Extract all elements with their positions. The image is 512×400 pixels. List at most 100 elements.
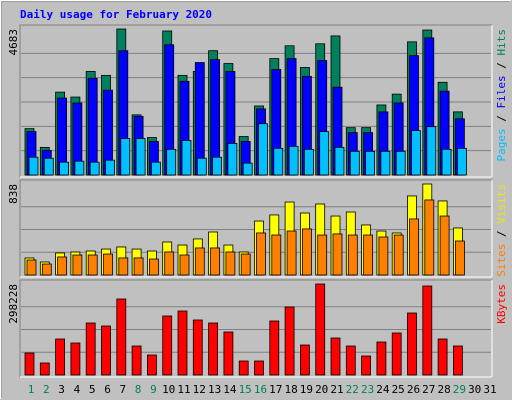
bar [437, 338, 448, 376]
legend: Sites / Visits [495, 184, 508, 277]
bar [131, 345, 142, 376]
bar [74, 160, 85, 176]
bar [288, 145, 299, 176]
legend-separator: / [495, 56, 508, 76]
x-tick-label: 19 [300, 383, 313, 396]
bar [363, 234, 374, 276]
bar [301, 228, 312, 276]
bar [286, 230, 297, 276]
bar [380, 150, 391, 176]
bar [59, 161, 69, 176]
bar [164, 251, 175, 276]
bar [120, 138, 131, 176]
bar [177, 310, 188, 376]
bar [179, 254, 190, 276]
bar [105, 159, 115, 176]
bar [407, 312, 417, 376]
bar [456, 147, 467, 176]
x-tick-label: 28 [437, 383, 450, 396]
bar [332, 233, 343, 276]
bar [454, 240, 465, 276]
x-tick-label: 26 [407, 383, 420, 396]
x-tick-label: 25 [392, 383, 405, 396]
x-tick-label: 12 [193, 383, 206, 396]
bar [452, 345, 463, 376]
bar [208, 322, 219, 376]
bar [319, 131, 330, 176]
x-tick-label: 14 [223, 383, 237, 396]
bar [196, 157, 207, 176]
bar [72, 254, 83, 276]
bar [330, 337, 341, 376]
bar [315, 283, 326, 376]
bar [240, 253, 251, 276]
x-tick-label: 23 [361, 383, 374, 396]
x-tick-label: 2 [43, 383, 50, 396]
legend-entry: Files [495, 75, 508, 108]
x-tick-label: 31 [483, 383, 496, 396]
bar [89, 161, 100, 176]
x-tick-label: 4 [74, 383, 81, 396]
x-tick-label: 20 [315, 383, 328, 396]
bar [426, 126, 437, 176]
bar [39, 362, 50, 376]
bar [258, 123, 268, 176]
x-tick-label: 16 [254, 383, 267, 396]
bar [225, 251, 236, 276]
x-tick-label: 30 [468, 383, 481, 396]
bar [162, 315, 173, 376]
bar [85, 322, 96, 376]
bar [271, 234, 282, 276]
bar [409, 218, 419, 276]
legend-separator: / [495, 224, 508, 244]
legend-entry: Hits [495, 29, 508, 56]
legend-entry: KBytes [495, 284, 508, 324]
y-tick-label: 838 [7, 184, 20, 204]
bar [303, 148, 314, 176]
legend-entry: Pages [495, 128, 508, 161]
x-tick-label: 18 [284, 383, 297, 396]
x-tick-label: 8 [135, 383, 142, 396]
bar [361, 355, 372, 376]
legend: KBytes [495, 284, 508, 324]
bar [242, 162, 253, 176]
bar [256, 232, 266, 276]
bar [57, 256, 67, 276]
bar [194, 247, 205, 276]
bar [441, 148, 452, 176]
bar [345, 345, 356, 376]
bar [227, 143, 238, 176]
bar [103, 253, 113, 276]
bar [422, 285, 433, 376]
bar [223, 331, 234, 376]
bar [393, 234, 404, 276]
chart-title: Daily usage for February 2020 [20, 8, 212, 21]
bar [334, 146, 345, 176]
x-tick-label: 27 [422, 383, 435, 396]
bar [269, 320, 280, 376]
x-tick-label: 10 [162, 383, 175, 396]
x-tick-label: 6 [104, 383, 111, 396]
bar [212, 156, 223, 176]
bar [378, 236, 389, 276]
bar [41, 263, 52, 276]
bar [87, 254, 98, 276]
x-tick-label: 22 [346, 383, 359, 396]
bar [347, 234, 358, 276]
bar [148, 258, 159, 276]
bar [26, 259, 37, 276]
bar [118, 257, 129, 276]
bar [395, 150, 406, 176]
bar [411, 130, 421, 176]
y-tick-label: 298228 [7, 284, 20, 324]
bar [166, 148, 177, 176]
x-tick-label: 15 [239, 383, 252, 396]
bar [349, 150, 360, 176]
x-tick-label: 29 [453, 383, 466, 396]
bar [254, 360, 264, 376]
bar [146, 354, 157, 376]
bar [28, 156, 39, 176]
bar [439, 215, 450, 276]
